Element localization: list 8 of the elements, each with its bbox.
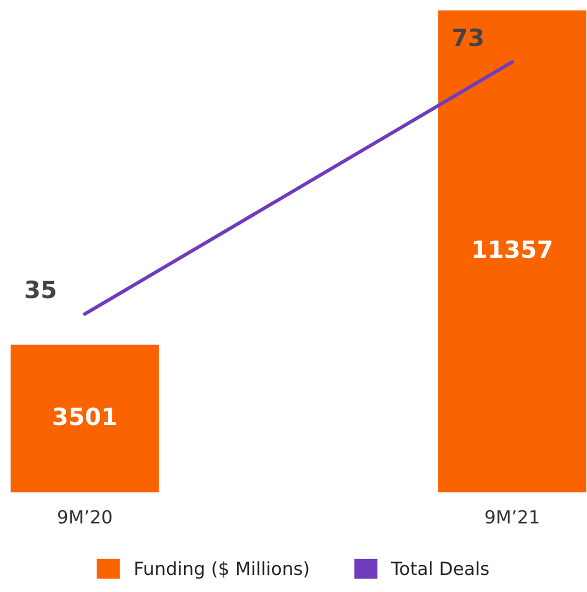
data-label: 35: [26, 280, 56, 298]
data-label: 3501: [54, 407, 116, 426]
data-label: 11357: [474, 240, 552, 258]
data-label: 73: [453, 28, 483, 46]
x-tick-label: 9M’21: [485, 510, 538, 524]
legend-label: Total Deals: [391, 561, 489, 576]
legend-label: Funding ($ Millions): [135, 561, 308, 579]
x-tick-label: 9M’20: [58, 510, 112, 524]
